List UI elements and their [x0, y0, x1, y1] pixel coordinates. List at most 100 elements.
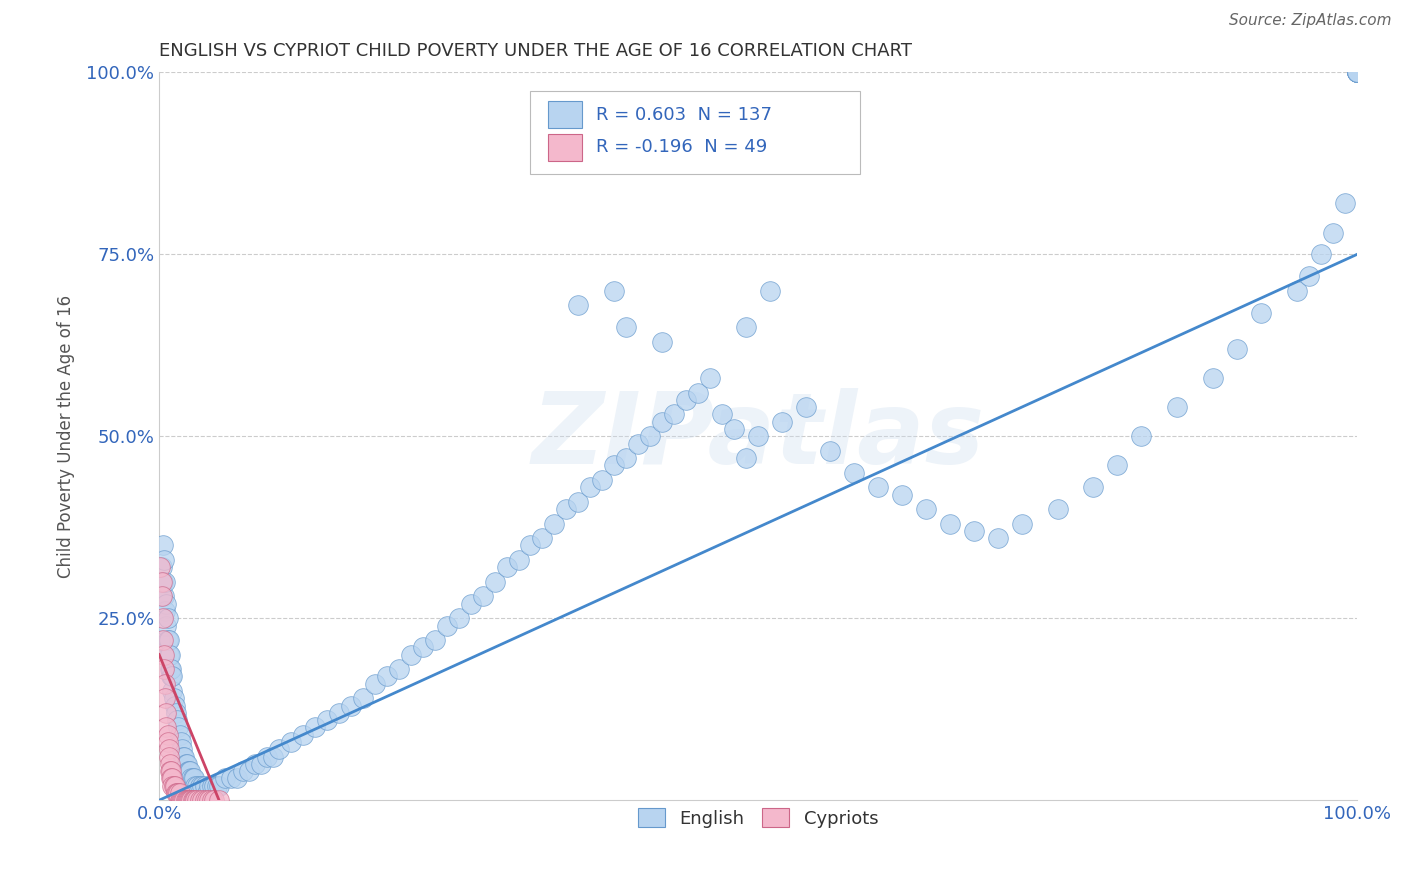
Point [1250, 305, 1272, 319]
Point [1346, 65, 1368, 79]
Point [153, 691, 176, 706]
Point [155, 721, 177, 735]
Point [165, 706, 187, 720]
Y-axis label: Child Poverty Under the Age of 16: Child Poverty Under the Age of 16 [58, 294, 75, 578]
Point [250, 756, 273, 771]
Point [172, 793, 194, 807]
Point [866, 480, 889, 494]
Point [183, 793, 205, 807]
Point [155, 706, 177, 720]
Point [186, 793, 208, 807]
Point [195, 793, 218, 807]
Point [627, 436, 650, 450]
FancyBboxPatch shape [530, 91, 860, 174]
Point [153, 590, 176, 604]
Point [191, 779, 214, 793]
Point [651, 415, 673, 429]
Point [177, 793, 200, 807]
Point [471, 590, 494, 604]
Point [243, 756, 266, 771]
Point [157, 648, 180, 662]
Point [205, 779, 228, 793]
Point [603, 458, 626, 473]
Point [153, 574, 176, 589]
Point [159, 648, 181, 662]
Point [1346, 65, 1368, 79]
Point [201, 779, 224, 793]
Point [150, 560, 173, 574]
Point [1310, 247, 1333, 261]
FancyBboxPatch shape [548, 134, 582, 161]
Point [267, 742, 290, 756]
Point [157, 749, 180, 764]
Point [262, 749, 284, 764]
Point [735, 451, 758, 466]
Point [591, 473, 613, 487]
Point [170, 793, 193, 807]
Point [759, 284, 782, 298]
Point [179, 764, 201, 778]
Point [180, 772, 202, 786]
Point [159, 662, 181, 676]
Point [436, 618, 458, 632]
Point [519, 539, 541, 553]
Point [364, 677, 387, 691]
Point [579, 480, 602, 494]
Point [150, 574, 173, 589]
Point [176, 756, 198, 771]
Point [173, 793, 195, 807]
Point [167, 786, 190, 800]
Point [723, 422, 745, 436]
Point [176, 793, 198, 807]
Point [770, 415, 793, 429]
Point [1322, 226, 1344, 240]
Point [153, 662, 176, 676]
Point [388, 662, 411, 676]
Point [202, 779, 225, 793]
Point [186, 779, 208, 793]
Point [160, 764, 183, 778]
Point [1298, 269, 1320, 284]
Point [1130, 429, 1153, 443]
Point [664, 408, 686, 422]
Point [238, 764, 260, 778]
Point [159, 756, 181, 771]
Point [157, 633, 180, 648]
Point [214, 772, 236, 786]
Point [1011, 516, 1033, 531]
Point [1346, 65, 1368, 79]
Point [162, 779, 184, 793]
Point [153, 604, 176, 618]
Point [174, 756, 197, 771]
Point [165, 786, 187, 800]
Point [1166, 401, 1188, 415]
Point [162, 669, 184, 683]
Point [1226, 342, 1249, 356]
Point [150, 590, 173, 604]
Point [201, 793, 224, 807]
Point [484, 574, 506, 589]
Point [328, 706, 350, 720]
Point [167, 721, 190, 735]
Point [531, 531, 554, 545]
Point [638, 429, 661, 443]
Point [170, 793, 193, 807]
Point [160, 662, 183, 676]
Text: R = -0.196  N = 49: R = -0.196 N = 49 [596, 138, 768, 156]
Point [166, 713, 188, 727]
Point [155, 618, 177, 632]
Point [818, 443, 841, 458]
Point [177, 764, 200, 778]
Point [152, 611, 174, 625]
Point [184, 793, 207, 807]
Point [191, 793, 214, 807]
Point [153, 648, 176, 662]
Point [291, 728, 314, 742]
Point [735, 320, 758, 334]
Point [162, 779, 184, 793]
Point [675, 392, 697, 407]
Point [219, 772, 242, 786]
Point [160, 669, 183, 683]
Point [651, 334, 673, 349]
Point [184, 779, 207, 793]
